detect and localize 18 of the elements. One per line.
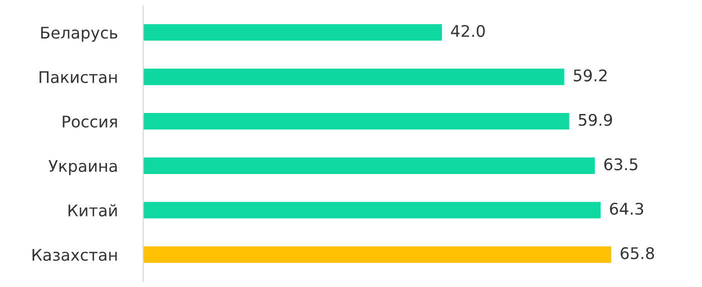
y-tick-label: Пакистан [40,71,117,84]
data-label: 59.9 [578,114,612,126]
y-tick-label: Украина [48,160,117,176]
y-tick-label: Россия [62,116,117,128]
data-label: 65.8 [620,247,654,260]
bar [143,202,601,218]
bar [143,246,612,263]
bar [143,24,442,41]
data-label: 42.0 [451,24,485,38]
y-tick-label: Казахстан [32,249,117,261]
data-label: 63.5 [604,158,638,170]
y-tick-label: Китай [68,204,117,216]
bar [143,68,564,86]
data-label: 64.3 [610,202,644,215]
y-tick-label: Беларусь [41,26,118,42]
bar [143,113,570,130]
data-label: 59.2 [574,69,607,82]
bar [143,158,595,174]
